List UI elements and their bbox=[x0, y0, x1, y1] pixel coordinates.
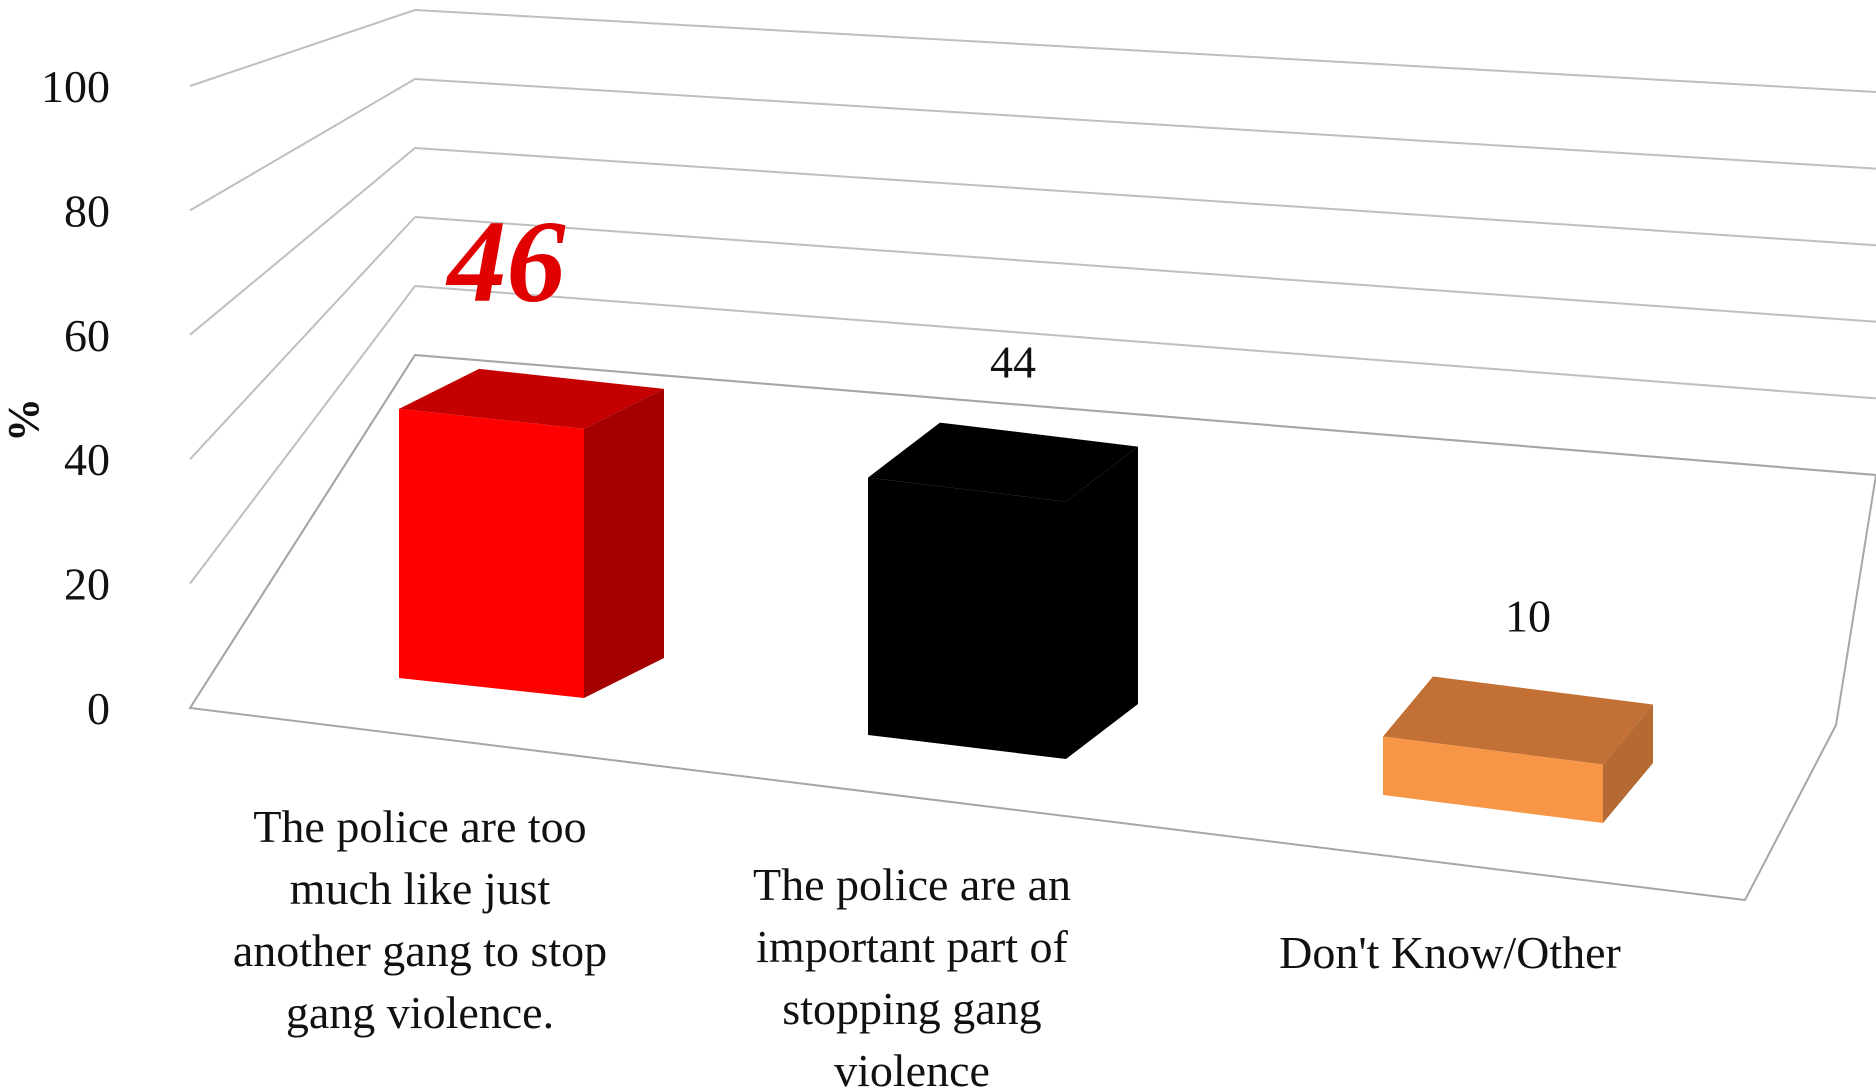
bar-top-face bbox=[399, 368, 664, 429]
y-axis-label: % bbox=[0, 398, 48, 442]
gridline-back bbox=[414, 78, 1876, 170]
gridline-side bbox=[189, 78, 416, 212]
bar bbox=[868, 422, 1138, 759]
bar-front-face bbox=[399, 408, 584, 698]
category-label-line: gang violence. bbox=[286, 987, 554, 1038]
category-label-line: The police are an bbox=[753, 859, 1071, 910]
y-axis-ticks: 0 20 40 60 80 100 bbox=[41, 61, 110, 734]
y-tick-label: 0 bbox=[87, 683, 110, 734]
category-label-line: The police are too bbox=[253, 801, 586, 852]
category-labels: The police are too much like just another … bbox=[233, 801, 1621, 1092]
chart-floor bbox=[188, 353, 1876, 902]
bar-front-face bbox=[868, 477, 1066, 759]
category-label: The police are too much like just another … bbox=[233, 801, 607, 1038]
category-label-line: much like just bbox=[290, 863, 551, 914]
gridline-back bbox=[414, 147, 1876, 247]
bar bbox=[399, 368, 664, 698]
bar-top-face bbox=[868, 422, 1138, 502]
y-tick-label: 80 bbox=[64, 185, 110, 236]
gridline-side bbox=[189, 285, 416, 585]
data-label-highlight: 46 bbox=[446, 196, 566, 327]
category-label: Don't Know/Other bbox=[1279, 927, 1621, 978]
y-tick-label: 20 bbox=[64, 559, 110, 610]
bar-top-face bbox=[1383, 676, 1653, 765]
category-label-line: Don't Know/Other bbox=[1279, 927, 1621, 978]
bars bbox=[399, 368, 1653, 823]
gridline-back bbox=[414, 9, 1876, 93]
y-tick-label: 100 bbox=[41, 61, 110, 112]
category-label-line: violence bbox=[834, 1045, 990, 1087]
y-tick-label: 40 bbox=[64, 434, 110, 485]
category-label-line: another gang to stop bbox=[233, 925, 607, 976]
data-label: 10 bbox=[1505, 591, 1551, 642]
bar-side-face bbox=[1066, 446, 1138, 759]
gridline-side bbox=[189, 9, 416, 87]
bar-side-face bbox=[584, 388, 664, 698]
gridline-back bbox=[414, 285, 1876, 400]
bar-side-face bbox=[1603, 704, 1653, 823]
gridline-side bbox=[189, 216, 416, 460]
gridline-side bbox=[189, 147, 416, 336]
bar-front-face bbox=[1383, 736, 1603, 823]
data-label: 44 bbox=[990, 337, 1036, 388]
y-tick-label: 60 bbox=[64, 310, 110, 361]
category-label: The police are an important part of stoppi… bbox=[753, 859, 1071, 1087]
category-label-line: stopping gang bbox=[782, 983, 1041, 1034]
gridline-back bbox=[414, 216, 1876, 323]
category-label-line: important part of bbox=[756, 921, 1068, 972]
floor-outline bbox=[188, 353, 1876, 902]
bar bbox=[1383, 676, 1653, 823]
data-labels: 46 44 10 bbox=[446, 196, 1552, 642]
